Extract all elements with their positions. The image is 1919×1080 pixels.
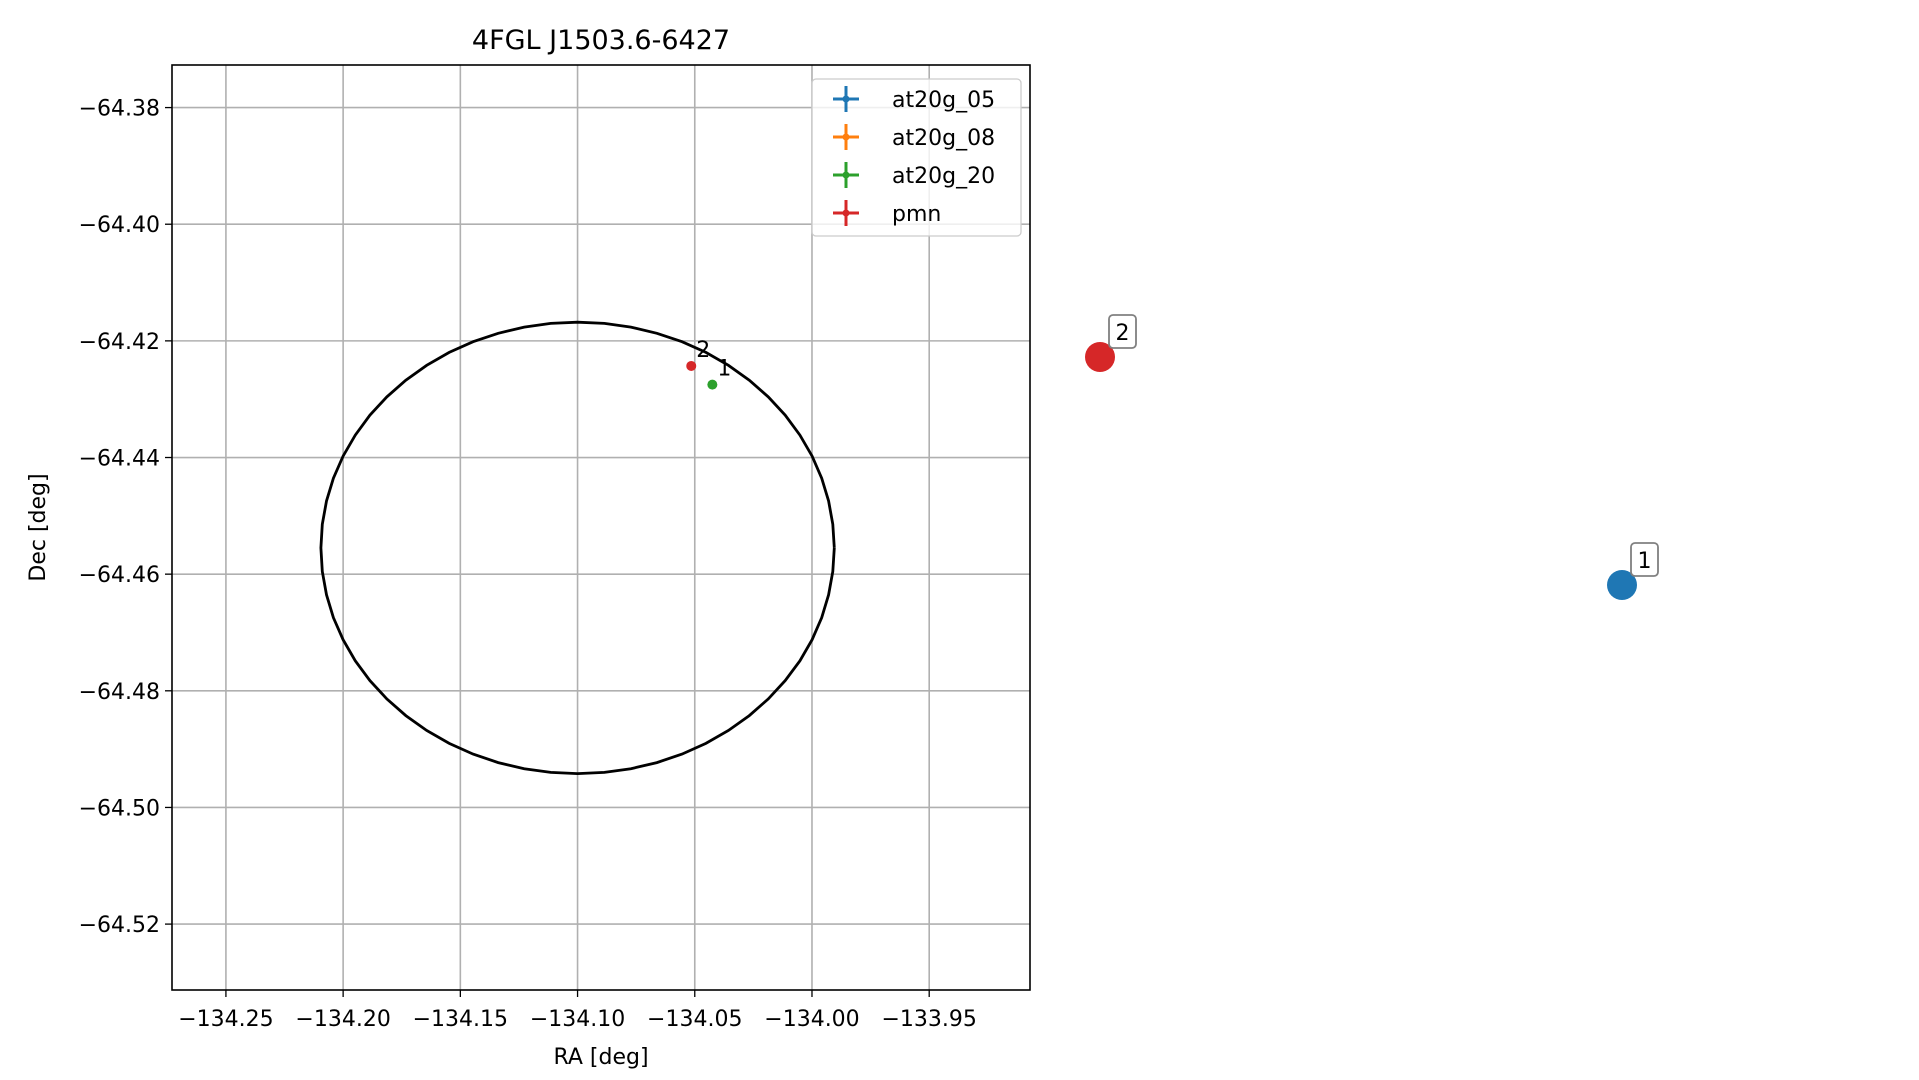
y-tick-label: −64.50 xyxy=(79,796,160,821)
x-tick-label: −134.25 xyxy=(178,1007,273,1032)
plot-frame xyxy=(171,64,1031,991)
y-tick-label: −64.46 xyxy=(79,563,160,588)
x-tick-label: −134.20 xyxy=(295,1007,390,1032)
y-axis-label: Dec [deg] xyxy=(26,473,51,581)
outside-marker-label-box xyxy=(1108,314,1137,349)
legend-label: at20g_05 xyxy=(892,88,995,113)
legend-box xyxy=(811,78,1022,237)
y-tick-label: −64.48 xyxy=(79,680,160,705)
source-point xyxy=(686,360,697,371)
outside-marker xyxy=(1085,342,1115,372)
source-point xyxy=(707,379,718,390)
error-ellipse xyxy=(319,320,836,776)
x-tick-label: −133.95 xyxy=(881,1007,976,1032)
outside-marker xyxy=(1607,570,1637,600)
legend-label: at20g_08 xyxy=(892,126,995,151)
legend-marker xyxy=(842,133,850,141)
chart-title: 4FGL J1503.6-6427 xyxy=(472,25,730,56)
source-point-label: 1 xyxy=(717,357,731,382)
x-tick-label: −134.00 xyxy=(764,1007,859,1032)
x-tick-label: −134.05 xyxy=(647,1007,742,1032)
legend-marker xyxy=(842,209,850,217)
outside-marker-label: 1 xyxy=(1638,549,1652,574)
y-tick-label: −64.38 xyxy=(79,97,160,122)
legend-marker xyxy=(842,95,850,103)
outside-marker-label-box xyxy=(1630,542,1659,577)
y-tick-label: −64.42 xyxy=(79,330,160,355)
ticks-layer: −134.25 −134.20 −134.15 −134.10 −134.05 −134.… xyxy=(79,97,977,1032)
y-tick-label: −64.40 xyxy=(79,213,160,238)
outside-marker-label: 2 xyxy=(1116,321,1130,346)
x-tick-label: −134.15 xyxy=(413,1007,508,1032)
outside-markers-layer: 21 xyxy=(1085,314,1659,600)
y-tick-label: −64.44 xyxy=(79,447,160,472)
source-point-label: 2 xyxy=(696,338,710,363)
error-ellipse-layer xyxy=(319,320,836,776)
legend-marker xyxy=(842,171,850,179)
y-tick-label: −64.52 xyxy=(79,913,160,938)
legend-label: at20g_20 xyxy=(892,164,995,189)
x-axis-label: RA [deg] xyxy=(553,1045,648,1070)
x-tick-label: −134.10 xyxy=(530,1007,625,1032)
points-layer: 12 xyxy=(686,338,731,390)
legend-label: pmn xyxy=(892,202,941,227)
